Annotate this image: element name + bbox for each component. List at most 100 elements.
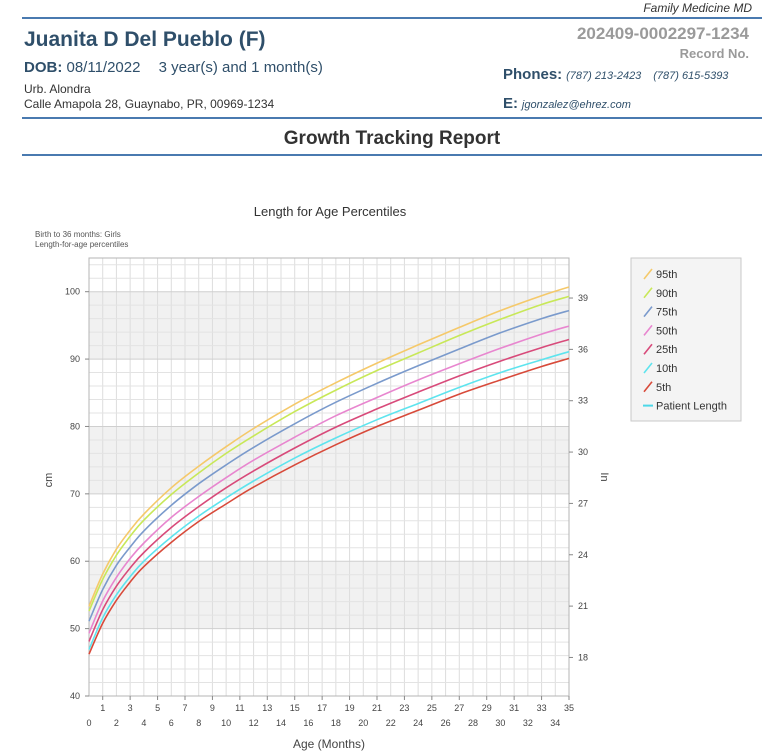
y2-tick-label: 30 bbox=[578, 447, 588, 457]
x-tick-label-bottom: 2 bbox=[114, 718, 119, 728]
x-tick-label-bottom: 12 bbox=[249, 718, 259, 728]
y-tick-label: 90 bbox=[70, 354, 80, 364]
header-divider bbox=[22, 117, 762, 119]
x-tick-label-top: 27 bbox=[454, 703, 464, 713]
x-tick-label-bottom: 4 bbox=[141, 718, 146, 728]
y-tick-label: 40 bbox=[70, 691, 80, 701]
plot-band bbox=[89, 291, 569, 360]
x-tick-label-bottom: 8 bbox=[196, 718, 201, 728]
legend-label: 90th bbox=[656, 288, 677, 300]
x-tick-label-top: 5 bbox=[155, 703, 160, 713]
chart-subtitle-line-2: Length-for-age percentiles bbox=[35, 240, 128, 249]
x-tick-label-top: 25 bbox=[427, 703, 437, 713]
email-label: E: bbox=[503, 95, 518, 112]
y2-tick-label: 27 bbox=[578, 498, 588, 508]
top-bar: Family Medicine MD bbox=[22, 0, 762, 19]
x-tick-label-bottom: 28 bbox=[468, 718, 478, 728]
report-title: Growth Tracking Report bbox=[283, 128, 501, 149]
x-tick-label-top: 9 bbox=[210, 703, 215, 713]
clinic-name: Family Medicine MD bbox=[643, 1, 752, 15]
x-tick-label-top: 1 bbox=[100, 703, 105, 713]
dob-line: DOB: 08/11/2022 3 year(s) and 1 month(s) bbox=[24, 59, 323, 76]
x-tick-label-bottom: 16 bbox=[303, 718, 313, 728]
x-tick-label-bottom: 22 bbox=[386, 718, 396, 728]
address-line-1: Urb. Alondra bbox=[24, 82, 91, 96]
y-tick-label: 60 bbox=[70, 556, 80, 566]
phone-2[interactable]: (787) 615-5393 bbox=[653, 70, 729, 82]
patient-age: 3 year(s) and 1 month(s) bbox=[158, 59, 323, 76]
x-tick-label-top: 29 bbox=[482, 703, 492, 713]
legend-swatch bbox=[643, 324, 653, 336]
legend-label: 50th bbox=[656, 325, 677, 337]
x-tick-label-bottom: 20 bbox=[358, 718, 368, 728]
legend-swatch bbox=[643, 306, 653, 318]
x-tick-label-bottom: 34 bbox=[550, 718, 560, 728]
x-tick-label-top: 21 bbox=[372, 703, 382, 713]
dob-value: 08/11/2022 bbox=[66, 59, 141, 76]
y-axis-label: cm bbox=[43, 473, 55, 488]
phones-label: Phones: bbox=[503, 66, 563, 83]
x-tick-label-bottom: 6 bbox=[169, 718, 174, 728]
y2-tick-label: 39 bbox=[578, 293, 588, 303]
chart-subtitle-line-1: Birth to 36 months: Girls bbox=[35, 230, 121, 239]
series-line-50th bbox=[88, 325, 570, 634]
plot-band bbox=[89, 426, 569, 494]
phone-1[interactable]: (787) 213-2423 bbox=[566, 70, 642, 82]
y2-tick-label: 21 bbox=[578, 601, 588, 611]
x-tick-label-top: 3 bbox=[128, 703, 133, 713]
legend-label: 95th bbox=[656, 269, 677, 281]
y2-tick-label: 33 bbox=[578, 396, 588, 406]
x-tick-label-top: 15 bbox=[290, 703, 300, 713]
address-line-2: Calle Amapola 28, Guaynabo, PR, 00969-12… bbox=[24, 97, 275, 111]
x-tick-label-bottom: 10 bbox=[221, 718, 231, 728]
record-number-label: Record No. bbox=[679, 46, 749, 61]
y2-axis-label: In bbox=[598, 472, 610, 481]
legend-label: 25th bbox=[656, 344, 677, 356]
x-tick-label-top: 35 bbox=[564, 703, 574, 713]
legend-swatch bbox=[643, 362, 653, 374]
y-tick-label: 70 bbox=[70, 489, 80, 499]
dob-label: DOB: bbox=[24, 59, 63, 76]
legend-swatch bbox=[643, 268, 653, 280]
phones: Phones: (787) 213-2423 (787) 615-5393 bbox=[503, 66, 728, 83]
legend-label: 5th bbox=[656, 382, 671, 394]
x-tick-label-top: 33 bbox=[537, 703, 547, 713]
x-tick-label-top: 17 bbox=[317, 703, 327, 713]
x-tick-label-bottom: 24 bbox=[413, 718, 423, 728]
y-tick-label: 80 bbox=[70, 421, 80, 431]
legend-label: Patient Length bbox=[656, 401, 727, 413]
series-line-75th bbox=[88, 309, 570, 622]
x-tick-label-bottom: 32 bbox=[523, 718, 533, 728]
record-number: 202409-0002297-1234 bbox=[576, 24, 749, 43]
x-tick-label-bottom: 30 bbox=[495, 718, 505, 728]
series-line-95th bbox=[88, 286, 570, 607]
x-axis-label: Age (Months) bbox=[293, 737, 365, 751]
patient-name: Juanita D Del Pueblo (F) bbox=[24, 28, 266, 51]
legend-label: 10th bbox=[656, 363, 677, 375]
x-tick-label-top: 19 bbox=[345, 703, 355, 713]
x-tick-label-bottom: 14 bbox=[276, 718, 286, 728]
legend-swatch bbox=[643, 343, 653, 355]
email: E: jgonzalez@ehrez.com bbox=[503, 95, 631, 112]
x-tick-label-top: 11 bbox=[235, 703, 244, 713]
plot-border bbox=[88, 257, 570, 697]
x-tick-label-bottom: 18 bbox=[331, 718, 341, 728]
x-tick-label-top: 7 bbox=[182, 703, 187, 713]
y-tick-label: 50 bbox=[70, 624, 80, 634]
series-line-10th bbox=[88, 350, 570, 650]
y2-tick-label: 24 bbox=[578, 550, 588, 560]
series-line-25th bbox=[88, 338, 570, 642]
email-value[interactable]: jgonzalez@ehrez.com bbox=[521, 99, 631, 111]
legend-swatch bbox=[643, 287, 653, 299]
series-line-90th bbox=[88, 295, 570, 612]
x-tick-label-bottom: 0 bbox=[86, 718, 91, 728]
x-tick-label-top: 23 bbox=[399, 703, 409, 713]
legend-label: 75th bbox=[656, 307, 677, 319]
growth-chart: Length for Age Percentiles Birth to 36 mo… bbox=[35, 204, 742, 751]
legend-swatch bbox=[643, 381, 653, 393]
x-tick-label-bottom: 26 bbox=[441, 718, 451, 728]
title-divider bbox=[22, 154, 762, 156]
y2-tick-label: 18 bbox=[578, 652, 588, 662]
x-tick-label-top: 31 bbox=[509, 703, 519, 713]
y-tick-label: 100 bbox=[65, 287, 80, 297]
